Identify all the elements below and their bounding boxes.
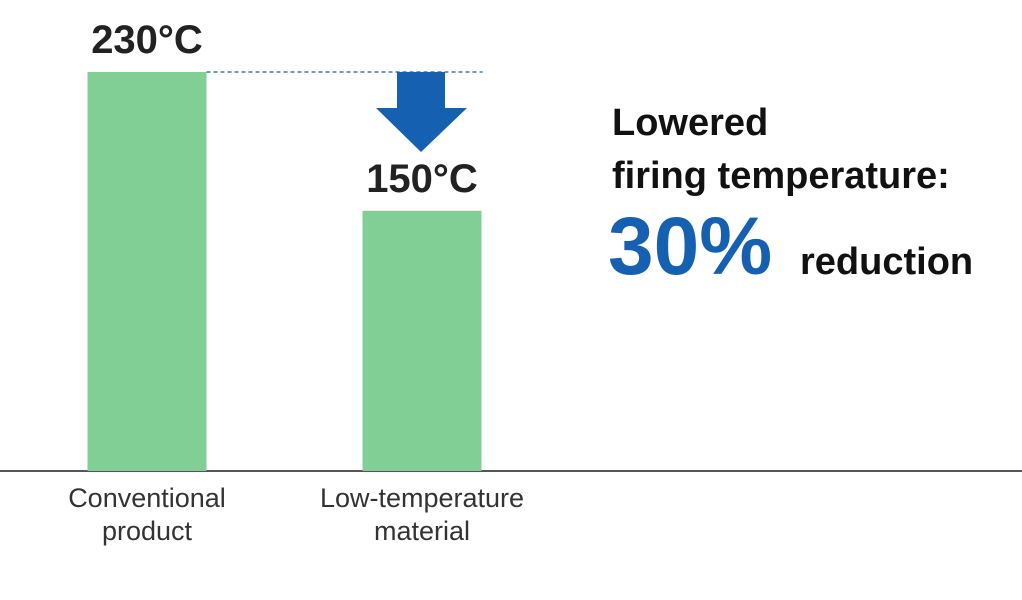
annotation-line: Lowered [612,102,768,144]
x-tick-label: Low-temperature material [319,483,525,546]
bar [362,210,482,472]
annotation-suffix: reduction [800,241,973,283]
annotation-line: firing temperature: [612,155,950,197]
x-tick-label: Conventional product [68,483,226,546]
value-label: 230°C [91,18,203,62]
reduction-arrow [376,72,467,152]
annotation-highlight: 30% [608,201,772,292]
bar [87,72,207,471]
value-label: 150°C [366,157,478,201]
